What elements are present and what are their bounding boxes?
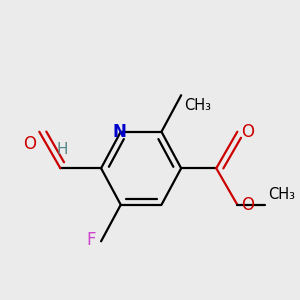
Text: O: O xyxy=(23,135,37,153)
Text: H: H xyxy=(56,142,68,157)
Text: N: N xyxy=(112,123,126,141)
Text: O: O xyxy=(242,196,254,214)
Text: F: F xyxy=(86,231,95,249)
Text: O: O xyxy=(242,123,254,141)
Text: CH₃: CH₃ xyxy=(268,187,295,202)
Text: CH₃: CH₃ xyxy=(184,98,211,113)
